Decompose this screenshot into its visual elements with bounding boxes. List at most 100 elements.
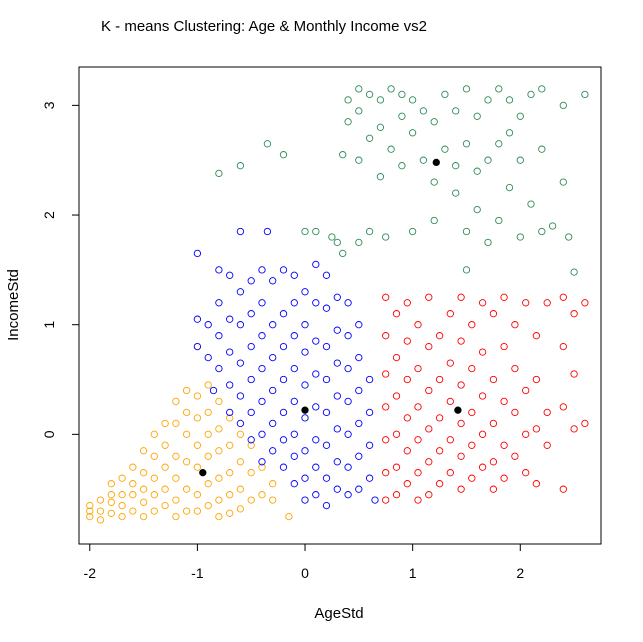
data-point — [538, 145, 546, 153]
data-point — [333, 359, 341, 367]
data-point — [236, 288, 245, 296]
data-point — [322, 342, 331, 351]
data-point — [301, 474, 309, 482]
data-point — [538, 227, 546, 236]
data-point — [279, 408, 288, 417]
data-point — [301, 227, 309, 236]
data-point — [414, 321, 422, 329]
data-point — [344, 299, 352, 307]
data-point — [279, 151, 288, 159]
data-point — [193, 491, 202, 499]
data-point — [269, 447, 277, 455]
data-point — [408, 227, 417, 236]
data-point — [312, 491, 320, 499]
data-point — [204, 501, 212, 510]
data-point — [570, 268, 578, 276]
data-point — [193, 507, 202, 515]
x-tick-label: 0 — [301, 565, 309, 581]
data-point — [258, 397, 266, 406]
data-point — [500, 293, 508, 301]
data-point — [355, 85, 363, 93]
data-point — [247, 496, 255, 504]
data-point — [527, 90, 535, 99]
data-point — [247, 441, 255, 449]
data-point — [355, 353, 363, 362]
cluster-centroid — [454, 406, 462, 414]
data-point — [96, 516, 105, 524]
data-point — [559, 101, 567, 110]
data-point — [236, 227, 245, 236]
data-point — [565, 233, 573, 241]
data-point — [172, 419, 180, 428]
data-point — [543, 441, 551, 449]
data-point — [193, 441, 202, 449]
data-point — [522, 299, 530, 307]
data-point — [505, 96, 514, 104]
data-point — [258, 299, 266, 307]
data-point — [376, 123, 385, 131]
data-point — [226, 271, 234, 279]
data-point — [344, 118, 352, 126]
data-point — [435, 375, 444, 384]
data-point — [129, 491, 137, 499]
data-point — [408, 129, 417, 137]
data-point — [172, 512, 180, 521]
data-point — [570, 425, 578, 433]
data-point — [269, 353, 277, 362]
data-point — [462, 85, 471, 93]
data-point — [376, 96, 385, 104]
data-point — [478, 463, 487, 471]
data-point — [435, 332, 444, 340]
data-point — [468, 441, 476, 449]
data-point — [581, 90, 589, 99]
data-point — [478, 392, 487, 400]
data-point — [86, 507, 94, 515]
data-point — [392, 430, 401, 438]
data-point — [236, 458, 245, 466]
data-point — [172, 474, 180, 482]
data-point — [312, 260, 320, 269]
data-point — [355, 452, 363, 460]
data-point — [129, 463, 137, 471]
data-point — [559, 485, 567, 493]
data-point — [473, 205, 481, 214]
data-point — [312, 463, 320, 471]
data-point — [226, 441, 234, 449]
data-point — [193, 249, 202, 258]
data-point — [382, 496, 390, 504]
data-point — [478, 299, 487, 307]
data-point — [301, 447, 309, 455]
series-2 — [382, 293, 589, 504]
data-point — [344, 96, 352, 104]
data-point — [538, 85, 546, 93]
y-axis-label: IncomeStd — [5, 269, 22, 341]
data-point — [495, 216, 503, 225]
data-point — [392, 392, 401, 400]
data-point — [182, 458, 191, 466]
data-point — [107, 498, 115, 506]
data-point — [403, 299, 411, 307]
data-point — [398, 162, 406, 170]
data-point — [204, 430, 212, 438]
data-point — [441, 145, 449, 153]
data-point — [430, 216, 438, 225]
data-point — [522, 430, 530, 438]
data-point — [559, 293, 567, 301]
data-point — [489, 458, 498, 466]
data-point — [193, 315, 202, 323]
data-point — [484, 156, 492, 164]
x-axis: -2 -1 0 1 2 — [84, 543, 524, 581]
data-point — [581, 299, 589, 307]
data-point — [392, 463, 401, 471]
data-point — [86, 501, 94, 510]
data-point — [150, 491, 158, 499]
data-point — [247, 436, 255, 444]
data-point — [215, 266, 223, 274]
data-point — [193, 342, 202, 351]
data-point — [457, 452, 465, 460]
cluster-centroid — [301, 406, 309, 414]
data-point — [312, 370, 320, 378]
data-point — [215, 364, 223, 373]
data-point — [403, 337, 411, 345]
